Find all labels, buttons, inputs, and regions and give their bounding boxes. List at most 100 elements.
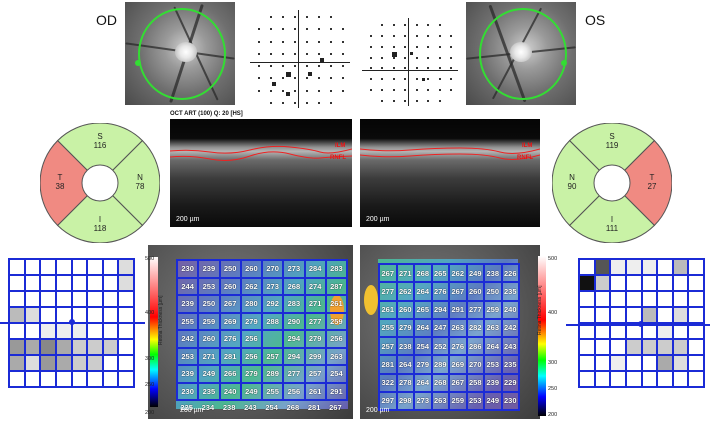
os-probability-cell [594,339,611,355]
vf-point [306,52,308,55]
os-sector-nasal [551,139,613,227]
vf-point [392,34,395,37]
vf-point [306,40,308,43]
od-probability-cell [71,371,88,387]
vf-point [282,52,284,55]
od-sector-t-value: 38 [55,182,65,191]
os-thickness-cell: 264 [414,282,432,301]
vf-point [318,16,320,18]
od-color-scale [150,257,158,407]
od-probability-cell [118,275,134,291]
vf-point [258,77,260,80]
os-probability-cell [625,259,642,275]
vf-point [438,100,441,102]
vf-point [258,28,260,31]
os-probability-cell [594,291,611,307]
vf-point [381,67,384,70]
vf-point [392,67,395,70]
od-sector-i-label: I [98,215,102,224]
od-thickness-cell: 283 [283,295,305,313]
os-thickness-cell: 282 [466,318,484,337]
od-probability-cell [40,259,56,275]
os-probability-cell [625,307,642,323]
od-thickness-cell: 274 [304,277,326,295]
od-thickness-cell: 239 [177,365,199,383]
vf-point [306,89,308,92]
os-thickness-cell: 259 [484,300,502,319]
vf-point [318,65,320,68]
vf-point [415,78,418,81]
od-thickness-cell [262,330,284,348]
os-thickness-cell: 229 [501,373,519,392]
od-probability-cell [71,291,88,307]
vf-point [392,100,395,102]
od-bscan-layers [170,145,352,161]
os-probability-cell [688,259,704,275]
od-thickness-cell: 291 [325,382,347,400]
od-probability-cell [40,291,56,307]
os-probability-cell [594,275,611,291]
od-probability-cell [9,371,25,387]
od-thickness-cell: 243 [244,402,257,412]
vf-point [342,89,344,92]
os-sector-superior [568,122,656,184]
vf-point [282,89,284,92]
vf-point [294,16,296,18]
vf-defect [410,52,413,55]
od-thickness-cell: 277 [283,365,305,383]
od-probability-cell [55,371,72,387]
os-thickness-cell: 247 [431,318,449,337]
od-thickness-cell: 279 [240,365,262,383]
os-probability-cell [672,339,689,355]
od-sector-superior [56,122,144,184]
od-probability-cell [87,275,103,291]
os-thickness-cell: 297 [379,391,397,410]
od-probability-cell [71,323,88,339]
vf-point [415,67,418,70]
vf-point [306,28,308,31]
os-probability-cell [610,259,626,275]
od-probability-cell [24,275,41,291]
od-probability-cell [102,291,119,307]
od-probability-cell [87,371,103,387]
os-thickness-cell: 276 [431,282,449,301]
od-map-scalebar: 200 µm [180,407,204,414]
od-sector-nasal [99,139,161,227]
od-probability-cell [118,307,134,323]
od-thickness-cell: 271 [304,295,326,313]
od-thickness-cell: 260 [198,330,220,348]
od-fovea-marker [69,319,75,325]
vf-defect [286,72,291,77]
os-probability-cell [657,275,673,291]
os-probability-cell [579,291,595,307]
od-probability-cell [9,323,25,339]
od-thickness-cell: 239 [177,295,199,313]
os-probability-cell [625,371,642,387]
od-probability-cell [9,307,25,323]
os-probability-cell [641,371,658,387]
os-thickness-cell: 265 [414,300,432,319]
vf-point [450,34,452,37]
od-thickness-cell: 271 [198,347,220,365]
vf-point [258,89,260,92]
os-probability-cell [672,259,689,275]
vf-point [404,89,407,92]
od-thickness-cell: 253 [177,347,199,365]
vf-point [427,67,430,70]
os-thickness-cell: 235 [501,355,519,374]
os-probability-cell [657,355,673,371]
os-sector-i-value: 111 [605,224,619,233]
os-probability-cell [579,323,595,339]
vf-point [370,67,372,70]
os-probability-cell [625,355,642,371]
vf-point [381,56,384,59]
od-tick-250: 250 [145,382,155,388]
vf-point [270,89,272,92]
os-sector-s-value: 119 [605,141,619,150]
vf-point [330,65,332,68]
os-probability-cell [657,371,673,387]
vf-point [318,28,320,31]
od-thickness-cell: 235 [198,382,220,400]
od-probability-cell [118,291,134,307]
od-scale-ticks: 500 400 300 250 200 [145,248,165,418]
